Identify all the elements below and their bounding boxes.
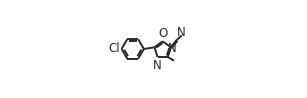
Text: N: N xyxy=(168,42,177,55)
Text: N: N xyxy=(177,26,186,39)
Text: N: N xyxy=(153,59,162,72)
Text: O: O xyxy=(158,27,168,39)
Text: Cl: Cl xyxy=(109,43,120,55)
